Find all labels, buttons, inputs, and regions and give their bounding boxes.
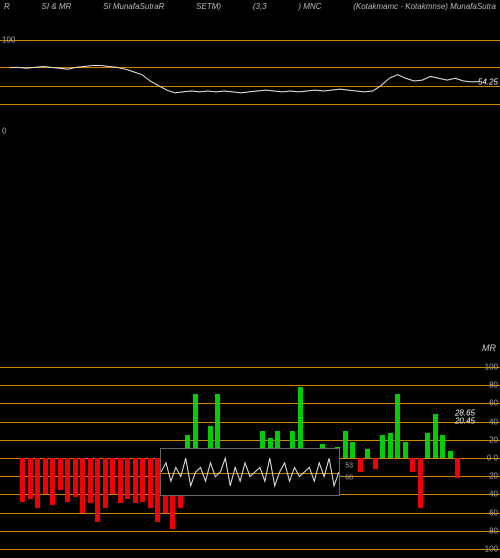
hdr-3: SETM) xyxy=(196,2,221,11)
hdr-0: R xyxy=(4,2,10,11)
mr-bar xyxy=(118,458,123,503)
mini-label: 53 xyxy=(345,462,353,469)
mr-bar xyxy=(35,458,40,508)
mr-bar xyxy=(73,458,78,497)
mr-bar xyxy=(440,435,445,458)
rsi-chart: 010054.25 xyxy=(0,31,500,131)
mr-bar xyxy=(110,458,115,494)
mr-bar xyxy=(148,458,153,508)
gridline xyxy=(0,385,500,386)
mr-bar xyxy=(133,458,138,503)
y-axis-label: 80 xyxy=(489,381,498,390)
mr-bar xyxy=(425,433,430,458)
mr-bar xyxy=(410,458,415,472)
y-axis-label: -80 xyxy=(486,526,498,535)
mini-line xyxy=(161,449,339,495)
mr-bar xyxy=(20,458,25,502)
mr-bar xyxy=(395,394,400,458)
mr-bar xyxy=(103,458,108,508)
hdr-4: (3,3 xyxy=(253,2,267,11)
mr-bar xyxy=(418,458,423,508)
y-axis-label: 40 xyxy=(489,417,498,426)
mr-title: MR xyxy=(482,343,496,353)
mr-bar xyxy=(403,442,408,458)
mr-bar xyxy=(373,458,378,469)
hdr-5: ) MNC xyxy=(298,2,321,11)
hdr-1: SI & MR xyxy=(42,2,72,11)
gridline xyxy=(0,422,500,423)
gridline xyxy=(0,531,500,532)
mr-bar xyxy=(95,458,100,522)
mr-bar xyxy=(125,458,130,499)
y-axis-label: 60 xyxy=(489,399,498,408)
rsi-line xyxy=(0,31,500,131)
y-axis-label: 100 xyxy=(485,363,498,372)
mr-bar xyxy=(28,458,33,499)
y-axis-label: -60 xyxy=(486,508,498,517)
mr-bar xyxy=(80,458,85,513)
mr-bar xyxy=(455,458,460,478)
hdr-2: SI MunafaSutraR xyxy=(103,2,164,11)
y-axis-label: 20 xyxy=(489,435,498,444)
mr-bar xyxy=(380,435,385,458)
gridline xyxy=(0,549,500,550)
mr-bar xyxy=(50,458,55,505)
mr-bar xyxy=(43,458,48,494)
mr-bar xyxy=(140,458,145,502)
mr-bar xyxy=(350,442,355,458)
mini-panel: 5368 xyxy=(160,448,340,496)
y-axis-label: 0 0 xyxy=(487,454,498,463)
mr-bar xyxy=(365,449,370,458)
y-axis-label: -20 xyxy=(486,472,498,481)
mr-bar xyxy=(65,458,70,502)
mr-bar xyxy=(88,458,93,503)
gridline xyxy=(0,513,500,514)
mr-bar xyxy=(433,414,438,458)
mini-label: 68 xyxy=(345,474,353,481)
mr-bar xyxy=(58,458,63,490)
hdr-6: (Kotakmamc - Kotakmnse) MunafaSutra xyxy=(353,2,496,11)
mr-bar xyxy=(448,451,453,458)
y-axis-label: -100 xyxy=(482,544,498,553)
gridline xyxy=(0,403,500,404)
header-row: R SI & MR SI MunafaSutraR SETM) (3,3 ) M… xyxy=(0,0,500,13)
mr-bar xyxy=(358,458,363,472)
mr-bar xyxy=(388,433,393,458)
indicator-value: 20.45 xyxy=(455,416,475,425)
mr-bar xyxy=(343,431,348,458)
gridline xyxy=(0,367,500,368)
y-axis-label: -40 xyxy=(486,490,498,499)
